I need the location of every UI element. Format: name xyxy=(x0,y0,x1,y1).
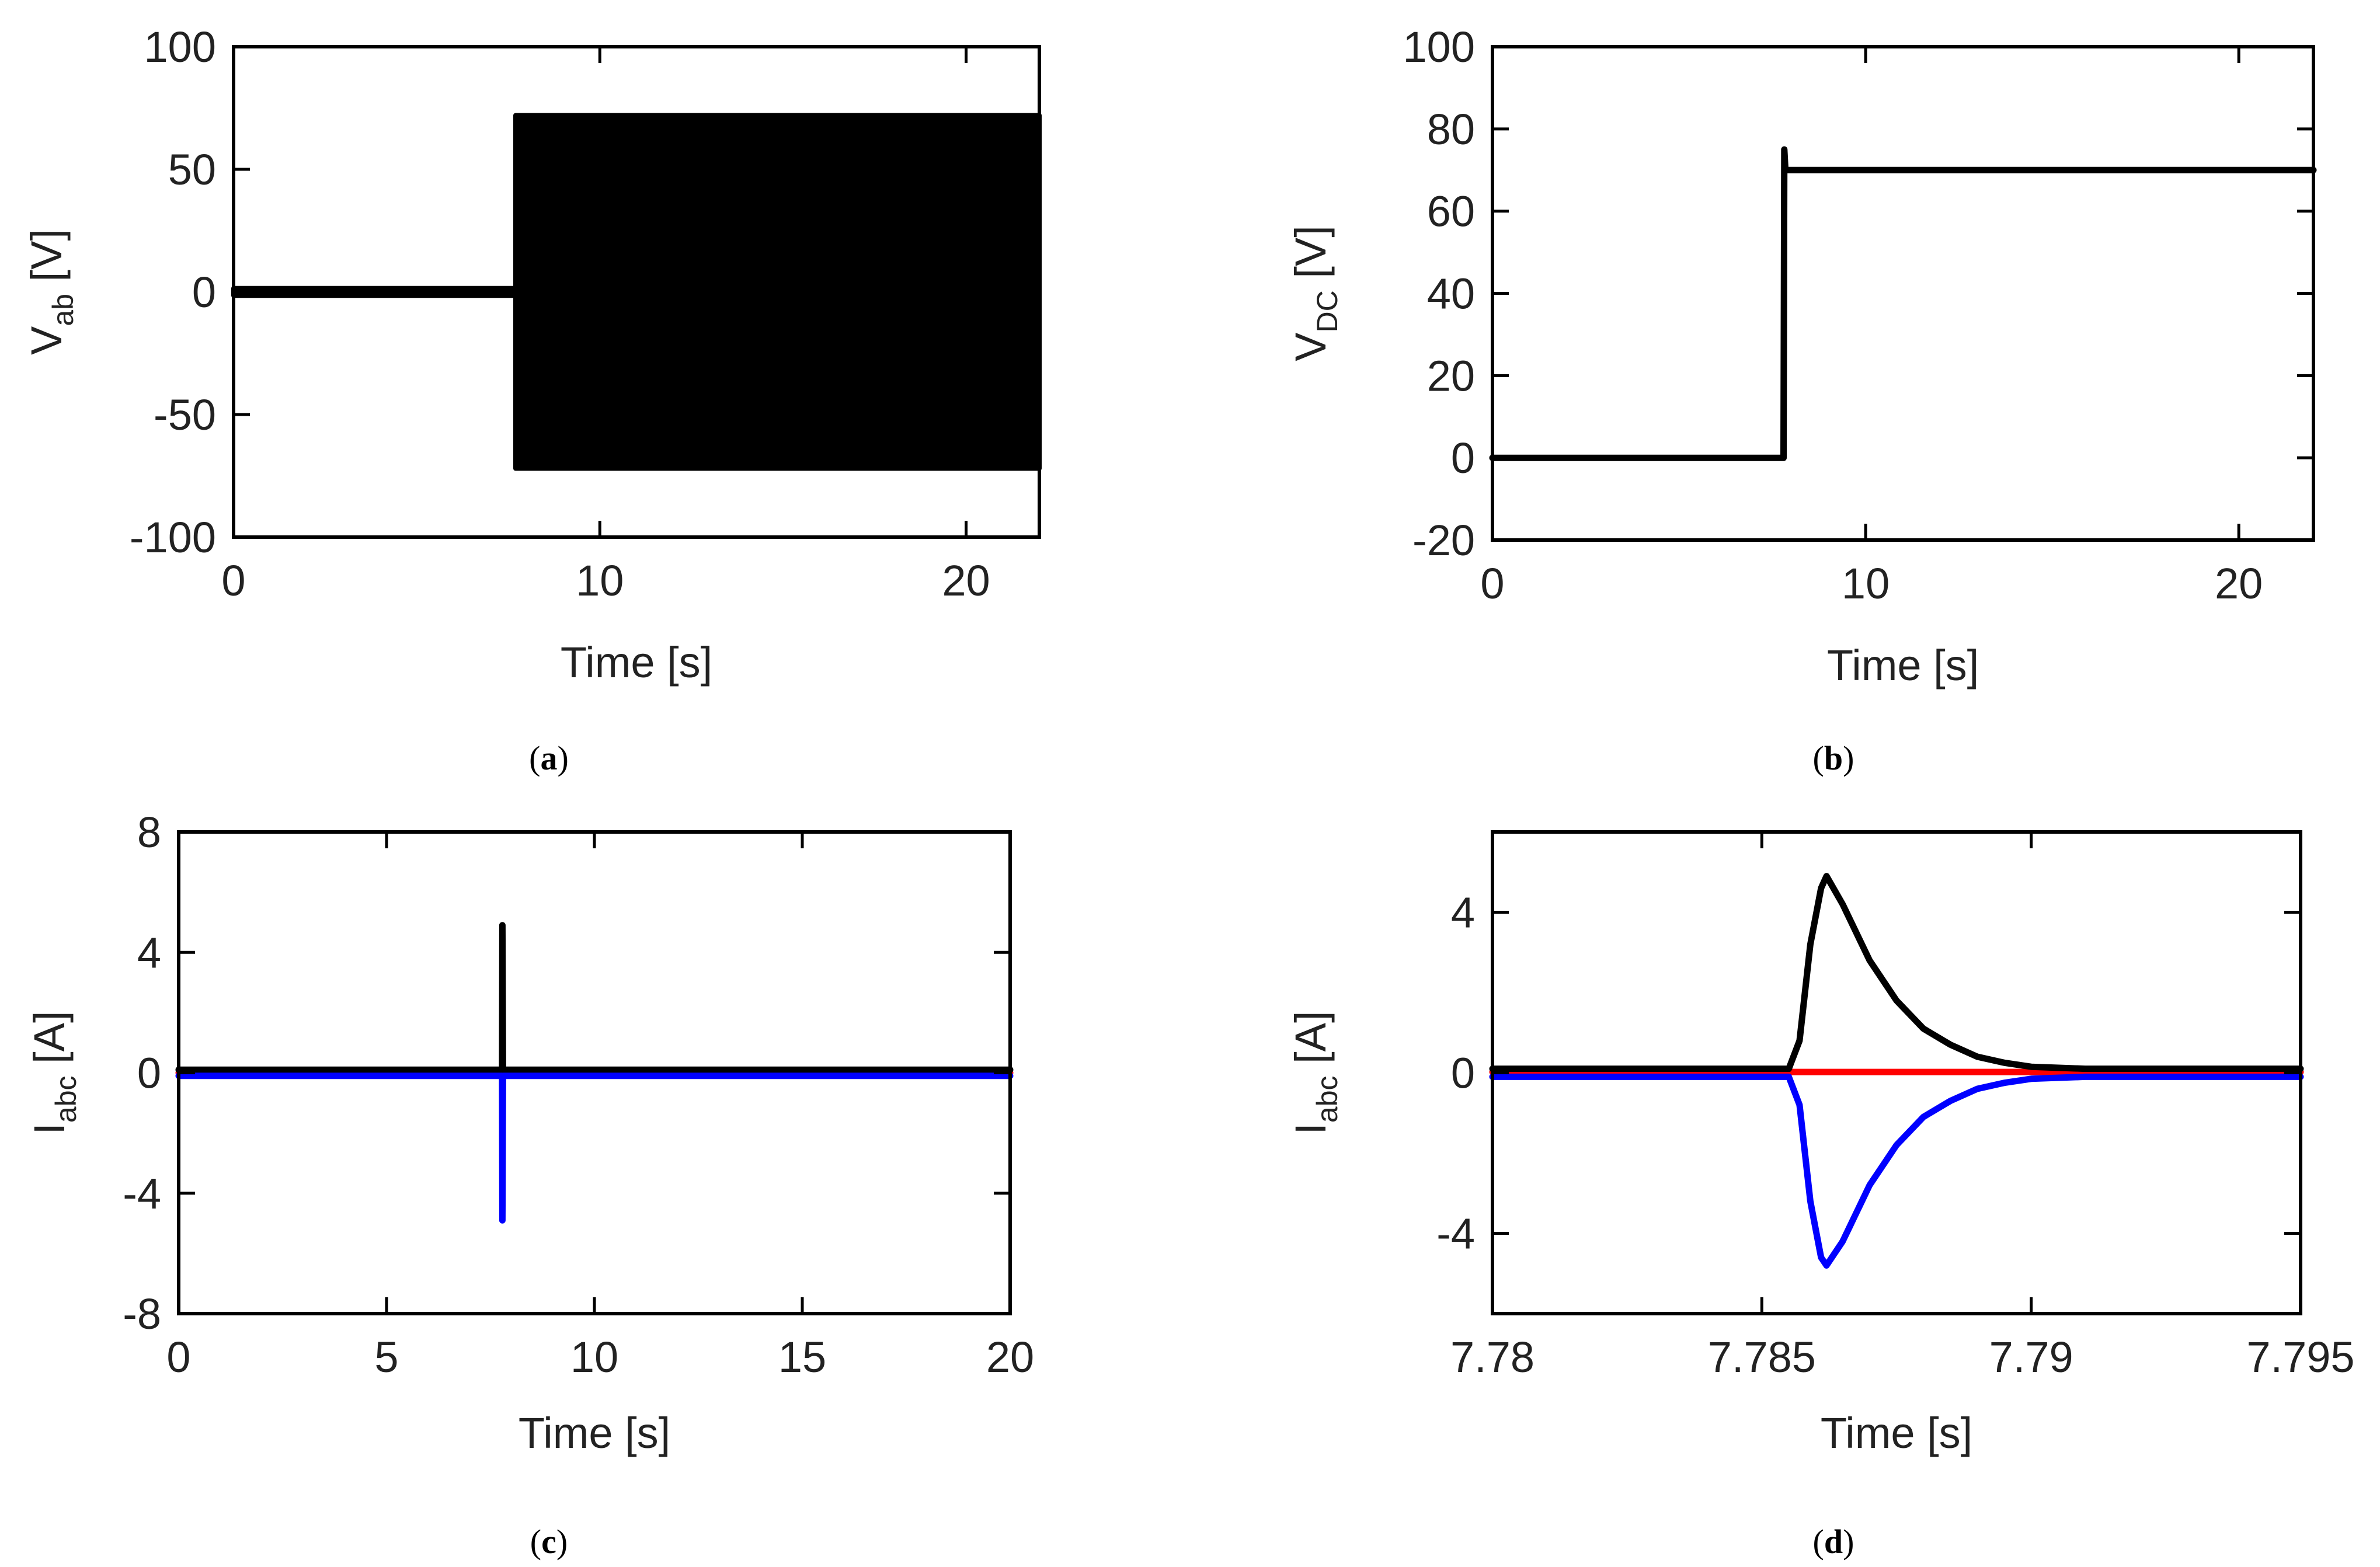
x-tick-label: 20 xyxy=(942,556,990,605)
series-line xyxy=(231,113,1042,471)
y-label-main: I xyxy=(1286,1123,1335,1135)
y-label-unit: [A] xyxy=(1286,1011,1335,1075)
y-tick-label: 100 xyxy=(1403,23,1475,71)
chart-panel-4: 7.78 7.785 7.79 7.795 4 0 -4 Time [s] Iabc [A] (d… xyxy=(1286,830,2355,1561)
y-axis-label: Iabc [A] xyxy=(25,1011,82,1134)
caption-close: ) xyxy=(1843,739,1854,777)
x-tick-label: 20 xyxy=(986,1333,1034,1381)
y-axis-label: Iabc [A] xyxy=(1286,1011,1344,1134)
y-tick-label: -8 xyxy=(123,1290,161,1338)
y-tick-label: -4 xyxy=(1436,1210,1475,1258)
y-tick-label: 0 xyxy=(137,1049,161,1098)
x-tick-label: 5 xyxy=(374,1333,398,1381)
y-tick-label: 8 xyxy=(137,808,161,856)
x-tick-label: 10 xyxy=(1842,559,1890,608)
plot-data xyxy=(175,922,1014,1224)
caption-open: ( xyxy=(529,739,540,777)
y-tick-label: 80 xyxy=(1427,105,1475,154)
x-tick-label: 20 xyxy=(2215,559,2263,608)
y-tick-label: 4 xyxy=(137,928,161,977)
y-tick-label: 4 xyxy=(1451,889,1475,937)
series-line xyxy=(1489,146,2317,461)
y-tick-label: -50 xyxy=(154,391,216,439)
chart-panel-3: 0 5 10 15 20 8 4 0 -4 -8 Time [s] Iabc [A] (c) xyxy=(25,808,1034,1561)
panel-caption: (d) xyxy=(1813,1523,1854,1561)
caption-close: ) xyxy=(556,1523,568,1561)
caption-close: ) xyxy=(1843,1523,1854,1561)
y-tick-label: 40 xyxy=(1427,270,1475,318)
y-label-unit: [V] xyxy=(1286,225,1335,290)
y-tick-label: 100 xyxy=(144,23,216,71)
x-tick-label: 7.78 xyxy=(1450,1333,1535,1381)
series-line xyxy=(175,1072,1014,1224)
caption-letter: a xyxy=(541,739,558,777)
y-tick-label: 50 xyxy=(168,145,216,194)
x-axis-label: Time [s] xyxy=(519,1409,670,1457)
x-tick-label: 10 xyxy=(570,1333,618,1381)
y-tick-label: 0 xyxy=(192,268,216,316)
series-line xyxy=(175,922,1014,1073)
caption-letter: b xyxy=(1824,739,1843,777)
caption-open: ( xyxy=(1813,739,1824,777)
x-tick-label: 7.79 xyxy=(1989,1333,2073,1381)
y-label-subscript: abc xyxy=(1311,1075,1344,1123)
y-tick-label: 0 xyxy=(1451,434,1475,482)
y-tick-label: -100 xyxy=(130,513,216,562)
caption-open: ( xyxy=(530,1523,541,1561)
y-label-unit: [A] xyxy=(25,1011,74,1075)
caption-letter: d xyxy=(1824,1523,1843,1561)
panel-caption: (b) xyxy=(1813,739,1854,777)
series-line xyxy=(1489,1073,2304,1269)
caption-letter: c xyxy=(541,1523,556,1561)
x-tick-label: 7.795 xyxy=(2246,1333,2354,1381)
y-label-subscript: ab xyxy=(47,294,79,326)
y-label-main: V xyxy=(1286,332,1335,361)
plot-data xyxy=(1489,146,2317,461)
y-label-subscript: DC xyxy=(1311,290,1344,332)
x-axis-label: Time [s] xyxy=(1827,641,1979,690)
y-tick-label: 60 xyxy=(1427,187,1475,236)
y-tick-label: 0 xyxy=(1451,1049,1475,1098)
x-tick-label: 0 xyxy=(221,556,245,605)
panel-caption: (a) xyxy=(529,739,569,777)
plot-data xyxy=(1489,873,2304,1269)
series-line xyxy=(1489,873,2304,1072)
y-tick-label: -4 xyxy=(123,1169,161,1218)
x-tick-label: 0 xyxy=(1480,559,1504,608)
x-axis-label: Time [s] xyxy=(561,638,712,687)
x-tick-label: 10 xyxy=(576,556,624,605)
x-axis-label: Time [s] xyxy=(1821,1409,1972,1457)
chart-panel-1: 0 10 20 100 50 0 -50 -100 Time [s] Vab [V] (a) xyxy=(22,23,1042,777)
x-tick-label: 7.785 xyxy=(1708,1333,1816,1381)
y-label-unit: [V] xyxy=(22,229,71,294)
y-axis-label: Vab [V] xyxy=(22,229,79,355)
panel-caption: (c) xyxy=(530,1523,568,1561)
caption-close: ) xyxy=(558,739,569,777)
y-label-main: V xyxy=(22,326,71,355)
caption-open: ( xyxy=(1813,1523,1824,1561)
y-tick-label: 20 xyxy=(1427,351,1475,400)
y-label-main: I xyxy=(25,1123,74,1135)
y-label-subscript: abc xyxy=(50,1075,82,1123)
plot-data xyxy=(231,113,1042,471)
x-tick-label: 15 xyxy=(778,1333,826,1381)
plot-frame xyxy=(1491,45,2315,542)
y-tick-label: -20 xyxy=(1412,516,1475,565)
x-tick-label: 0 xyxy=(166,1333,190,1381)
y-axis-label: VDC [V] xyxy=(1286,225,1344,361)
